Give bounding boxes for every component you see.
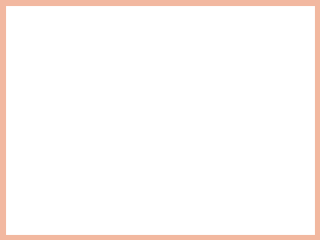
Text: across the channel: across the channel — [29, 97, 139, 106]
Text: ◦: ◦ — [10, 92, 18, 105]
Text: which may be ellaborated as;: which may be ellaborated as; — [29, 196, 197, 204]
Text: velocity varies both horizontaly & vertically: velocity varies both horizontaly & verti… — [29, 73, 281, 82]
Text: provides a regular pattern of flow: provides a regular pattern of flow — [29, 156, 224, 165]
Text: ◦: ◦ — [10, 49, 18, 62]
Text: wash load: wash load — [29, 116, 86, 125]
Text: There is a consensus about the flow in meanders: There is a consensus about the flow in m… — [29, 172, 313, 181]
Text: Unlike braided streams, meandering streams: Unlike braided streams, meandering strea… — [29, 132, 292, 141]
Text: PROCESSES: PROCESSES — [10, 17, 92, 31]
Text: ◦: ◦ — [10, 172, 18, 185]
Text: It transport the material both as bed load and: It transport the material both as bed lo… — [29, 92, 296, 101]
Text: They are characterized by turbulent flow;: They are characterized by turbulent flow… — [29, 49, 270, 58]
Text: ◦: ◦ — [10, 132, 18, 145]
Circle shape — [239, 222, 250, 232]
